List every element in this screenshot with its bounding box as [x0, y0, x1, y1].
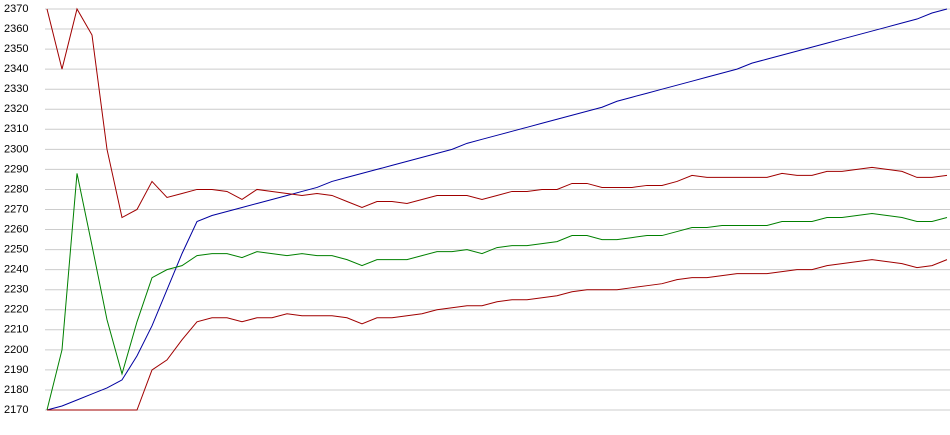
y-tick-label: 2350 — [4, 43, 28, 55]
y-tick-label: 2200 — [4, 344, 28, 356]
y-tick-label: 2310 — [4, 123, 28, 135]
y-tick-label: 2260 — [4, 223, 28, 235]
series-line — [46, 7, 948, 219]
y-tick-label: 2180 — [4, 384, 28, 396]
y-tick-label: 2230 — [4, 284, 28, 296]
series-line — [47, 259, 948, 411]
series-line — [46, 173, 948, 411]
y-tick-label: 2190 — [4, 364, 28, 376]
y-tick-label: 2300 — [4, 143, 28, 155]
y-tick-label: 2270 — [4, 203, 28, 215]
y-tick-label: 2280 — [4, 183, 28, 195]
y-tick-label: 2340 — [4, 63, 28, 75]
y-tick-label: 2290 — [4, 163, 28, 175]
y-tick-label: 2170 — [4, 404, 28, 416]
y-tick-label: 2370 — [4, 3, 28, 15]
y-tick-label: 2250 — [4, 244, 28, 256]
y-tick-label: 2220 — [4, 304, 28, 316]
y-tick-label: 2360 — [4, 23, 28, 35]
series-line — [46, 8, 948, 411]
y-tick-label: 2240 — [4, 264, 28, 276]
y-tick-label: 2210 — [4, 324, 28, 336]
y-tick-label: 2320 — [4, 103, 28, 115]
y-tick-label: 2330 — [4, 83, 28, 95]
